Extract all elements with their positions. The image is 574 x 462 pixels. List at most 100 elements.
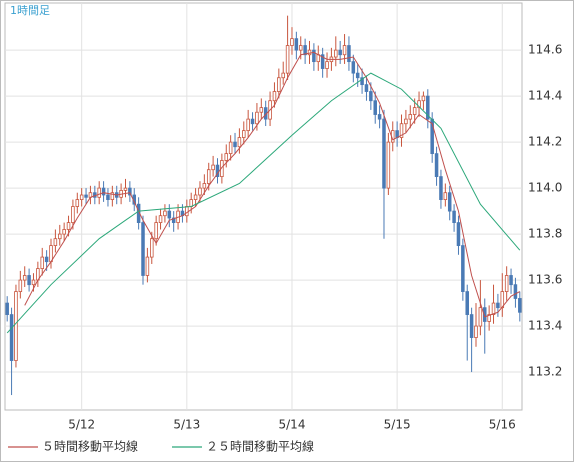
candle-body	[382, 118, 386, 189]
candle-body	[40, 256, 44, 269]
candle-body	[399, 123, 404, 138]
candle-body	[417, 100, 421, 109]
candle-body	[483, 307, 487, 322]
candle-body	[246, 118, 250, 132]
candle-body	[461, 245, 465, 292]
candle-body	[377, 114, 382, 120]
candle-body	[84, 194, 88, 198]
y-tick-label: 113.8	[528, 227, 562, 241]
candle-body	[355, 72, 360, 79]
candle-body	[228, 141, 233, 155]
candle-body	[259, 107, 264, 113]
y-tick-label: 113.6	[528, 273, 562, 287]
candle-body	[154, 222, 158, 240]
candle-body	[66, 222, 71, 230]
candle-body	[294, 38, 299, 51]
y-tick-label: 114.0	[528, 181, 562, 195]
candle-body	[504, 275, 509, 292]
candle-body	[71, 206, 75, 223]
candle-body	[233, 141, 237, 148]
candle-body	[123, 187, 128, 191]
candle-body	[106, 194, 110, 201]
y-tick-label: 113.2	[528, 365, 562, 379]
candle-body	[189, 199, 193, 207]
candle-body	[434, 153, 439, 178]
candle-body	[342, 45, 347, 56]
candle-body	[386, 141, 391, 189]
candle-body	[272, 91, 277, 102]
candle-body	[242, 130, 246, 138]
candle-body	[364, 84, 369, 92]
candle-body	[22, 275, 27, 281]
candle-body	[351, 61, 356, 74]
candle-body	[44, 256, 49, 263]
y-tick-label: 114.6	[528, 43, 562, 57]
candle-body	[250, 118, 255, 125]
candle-body	[320, 54, 325, 69]
candle-body	[478, 307, 483, 327]
candle-body	[404, 118, 408, 125]
candle-body	[474, 325, 478, 338]
candle-body	[53, 238, 58, 246]
candle-body	[347, 45, 351, 63]
candle-body	[224, 153, 229, 161]
candle-body	[5, 302, 9, 315]
y-tick-label: 114.4	[528, 89, 562, 103]
candle-body	[360, 77, 364, 86]
candle-body	[62, 229, 66, 235]
candle-body	[496, 302, 500, 309]
candle-body	[456, 222, 461, 246]
candle-body	[303, 45, 307, 56]
candle-body	[373, 100, 377, 115]
candle-body	[18, 279, 23, 292]
candle-body	[338, 49, 342, 56]
moving-average-line	[24, 51, 521, 318]
candle-body	[439, 176, 443, 201]
candle-body	[255, 111, 259, 125]
candle-body	[298, 45, 303, 51]
candle-body	[150, 238, 154, 258]
candle-body	[58, 233, 62, 240]
candle-body	[31, 279, 36, 286]
candle-body	[469, 314, 474, 338]
candle-body	[277, 77, 281, 92]
candle-body	[97, 187, 101, 198]
candle-body	[206, 169, 211, 184]
moving-average-line	[6, 72, 521, 334]
legend-label: ５時間移動平均線	[42, 439, 138, 454]
plot-area	[4, 2, 523, 411]
x-tick-label: 5/16	[489, 418, 516, 432]
candle-body	[412, 107, 417, 115]
candle-body	[9, 314, 14, 361]
candle-body	[369, 91, 373, 102]
candle-body	[491, 302, 496, 315]
candle-body	[185, 206, 189, 217]
candle-body	[334, 49, 338, 58]
candle-body	[307, 49, 312, 56]
candle-body	[465, 291, 469, 315]
candle-body	[128, 187, 132, 196]
candle-body	[101, 187, 106, 196]
candle-body	[171, 217, 176, 223]
candle-body	[447, 192, 452, 212]
candle-body	[426, 95, 430, 120]
candle-body	[211, 164, 215, 171]
candle-body	[513, 284, 518, 299]
candle-body	[237, 137, 242, 148]
legend-label: ２５時間移動平均線	[206, 439, 314, 454]
candle-body	[421, 95, 426, 102]
candle-body	[290, 38, 294, 46]
candle-body	[509, 275, 513, 286]
candle-body	[443, 192, 448, 201]
candle-body	[518, 298, 522, 313]
candle-body	[281, 72, 285, 79]
candle-body	[14, 291, 18, 361]
x-tick-label: 5/15	[384, 418, 411, 432]
candle-body	[27, 275, 31, 286]
x-tick-label: 5/14	[279, 418, 306, 432]
x-tick-label: 5/13	[173, 418, 200, 432]
candle-body	[198, 187, 202, 196]
x-tick-label: 5/12	[68, 418, 95, 432]
candle-body	[79, 194, 84, 201]
